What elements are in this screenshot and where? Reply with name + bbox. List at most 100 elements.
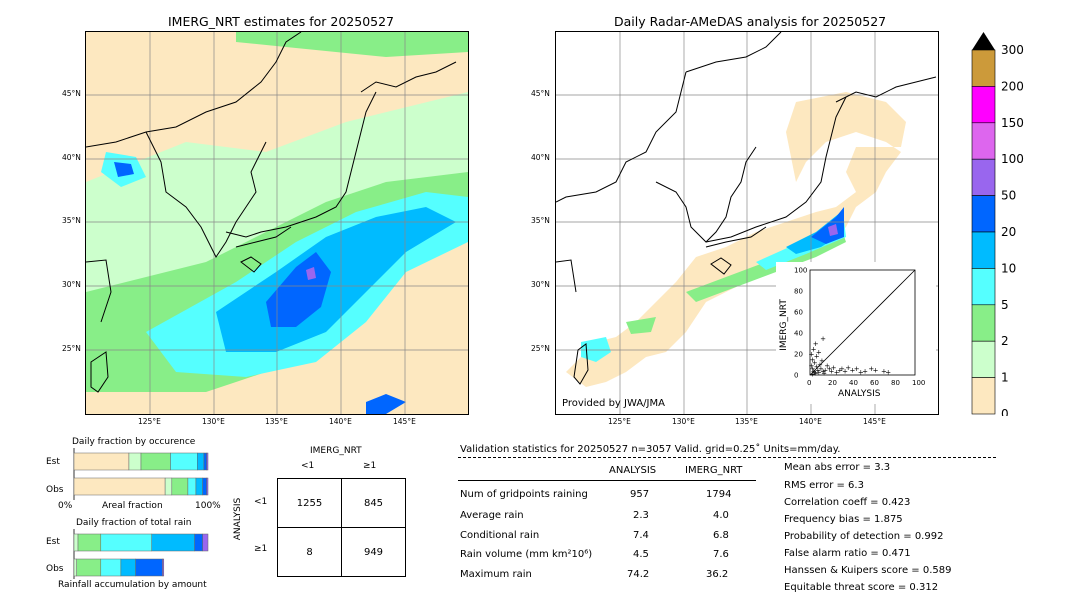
scatter-point: +: [858, 368, 864, 376]
right-lat-label: 40°N: [531, 153, 550, 162]
colorbar-segment: [971, 86, 996, 124]
ct-row-label: ≥1: [254, 544, 268, 554]
left-lon-label: 125°E: [138, 417, 161, 426]
col-analysis-header: ANALYSIS: [609, 465, 657, 476]
stat-analysis: 2.3: [633, 510, 649, 521]
scatter-point: +: [824, 362, 830, 370]
scatter-point: +: [815, 366, 821, 374]
stat-imerg: 6.8: [713, 530, 729, 541]
left-map-title: IMERG_NRT estimates for 20250527: [168, 14, 395, 29]
scatter-ytick: 40: [794, 330, 803, 338]
stat-label: Average rain: [460, 510, 524, 521]
scatter-point: +: [814, 363, 820, 371]
colorbar-segment: [971, 158, 996, 196]
colorbar-label: 0: [1001, 407, 1009, 416]
stat-imerg: 4.0: [713, 510, 729, 521]
fraction-bar-segment: [100, 533, 152, 552]
colorbar-label: 5: [1001, 298, 1009, 312]
score: Probability of detection = 0.992: [784, 531, 944, 542]
ct-col-label: <1: [301, 461, 315, 471]
left-lon-label: 135°E: [265, 417, 288, 426]
scatter-xtick: 20: [828, 379, 837, 387]
fraction-bar-segment: [202, 533, 209, 552]
scatter-point: +: [829, 367, 835, 375]
fraction-bar-segment: [206, 452, 209, 471]
right-map-title: Daily Radar-AMeDAS analysis for 20250527: [614, 14, 887, 29]
scatter-point: +: [810, 370, 816, 378]
left-lat-label: 45°N: [62, 89, 81, 98]
scatter-point: +: [826, 365, 832, 373]
stat-label: Rain volume (mm km²10⁶): [460, 549, 593, 560]
occ-cat-est: Est: [46, 457, 60, 467]
colorbar-segment: [971, 304, 996, 342]
colorbar-segment: [971, 340, 996, 378]
scatter-point: +: [845, 364, 851, 372]
colorbar-segment: [971, 231, 996, 269]
fraction-bar-segment: [187, 477, 197, 496]
fraction-bar-segment: [73, 558, 77, 577]
occurence-title: Daily fraction by occurence: [72, 437, 196, 447]
scatter-point: +: [862, 367, 868, 375]
ct-row-label: <1: [254, 497, 268, 507]
scatter-xtick: 40: [849, 379, 858, 387]
scatter-point: +: [881, 367, 887, 375]
score: Hanssen & Kuipers score = 0.589: [784, 565, 952, 576]
right-lat-label: 30°N: [531, 280, 550, 289]
ct-col-label: ≥1: [363, 461, 377, 471]
scatter-point: +: [850, 366, 856, 374]
scatter-point: +: [814, 353, 820, 361]
stat-analysis: 74.2: [627, 569, 650, 580]
scatter-ylabel: IMERG_NRT: [778, 299, 789, 351]
left-lon-label: 140°E: [329, 417, 352, 426]
scatter-point: +: [813, 340, 819, 348]
right-lat-label: 45°N: [531, 89, 550, 98]
colorbar-segment: [971, 122, 996, 160]
score: Mean abs error = 3.3: [784, 462, 891, 473]
stats-rule: [458, 480, 756, 481]
left-lon-label: 130°E: [202, 417, 225, 426]
stat-analysis: 957: [630, 489, 650, 500]
right-lon-label: 130°E: [672, 417, 695, 426]
occ-xtick-0: 0%: [58, 501, 73, 511]
scatter-point: +: [813, 369, 819, 377]
right-lat-label: 35°N: [531, 216, 550, 225]
scatter-point: +: [817, 361, 823, 369]
fraction-bar-segment: [162, 558, 165, 577]
occ-xlabel: Areal fraction: [102, 501, 163, 511]
occ-cat-obs: Obs: [46, 485, 64, 495]
ct-cell: 1255: [277, 478, 342, 528]
scatter-ytick: 20: [794, 351, 803, 359]
total-rain-title: Daily fraction of total rain: [76, 518, 192, 528]
fraction-bar-segment: [73, 452, 130, 471]
colorbar-segment: [971, 377, 996, 415]
right-lon-label: 140°E: [799, 417, 822, 426]
scatter-ytick: 100: [794, 267, 807, 275]
ct-col-title: IMERG_NRT: [310, 446, 362, 456]
left-map: [85, 31, 469, 415]
total-rain-chart: [73, 529, 209, 579]
fraction-bar-segment: [73, 533, 79, 552]
stat-imerg: 36.2: [706, 569, 729, 580]
stat-imerg: 1794: [706, 489, 732, 500]
scatter-xtick: 80: [891, 379, 900, 387]
scatter-point: +: [837, 366, 843, 374]
colorbar-label: 10: [1001, 261, 1016, 275]
left-lat-label: 30°N: [62, 280, 81, 289]
scatter-ytick: 60: [794, 309, 803, 317]
fraction-bar-segment: [140, 452, 171, 471]
ct-cell: 8: [277, 527, 342, 577]
right-lon-label: 125°E: [608, 417, 631, 426]
scatter-point: +: [809, 351, 815, 359]
stat-analysis: 4.5: [633, 549, 649, 560]
fraction-bar-segment: [170, 452, 198, 471]
fraction-bar-segment: [164, 477, 173, 496]
scatter-point: +: [821, 369, 827, 377]
left-lat-label: 25°N: [62, 344, 81, 353]
score: Equitable threat score = 0.312: [784, 582, 939, 593]
tot-cat-est: Est: [46, 537, 60, 547]
colorbar-segment: [971, 49, 996, 87]
right-map-canvas: [556, 32, 938, 414]
colorbar-segment: [971, 268, 996, 306]
fraction-bar-segment: [203, 452, 207, 471]
